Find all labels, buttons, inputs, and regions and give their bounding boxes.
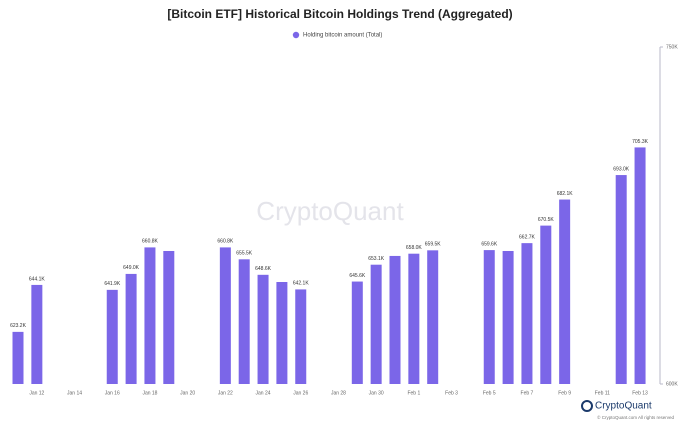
bar: [483, 250, 495, 384]
x-tick-label: Jan 14: [67, 390, 82, 396]
value-label: 644.1K: [29, 276, 46, 282]
bar: [219, 247, 231, 384]
y-tick-label: 750K: [666, 44, 678, 50]
value-label: 648.6K: [255, 266, 272, 272]
x-tick-label: Feb 9: [558, 390, 571, 396]
value-label: 662.7K: [519, 234, 536, 240]
bar: [389, 255, 401, 384]
logo-text: CryptoQuant: [595, 401, 652, 412]
bar: [634, 147, 646, 384]
copyright: © CryptoQuant.com All rights reserved: [597, 414, 674, 420]
bar: [559, 199, 571, 384]
logo-icon: [581, 400, 593, 412]
bar: [521, 243, 533, 384]
y-tick-label: 600K: [666, 381, 678, 387]
x-tick-label: Feb 1: [407, 390, 420, 396]
x-tick-label: Feb 5: [483, 390, 496, 396]
bar: [163, 250, 175, 384]
bar: [370, 264, 382, 384]
bar: [540, 225, 552, 384]
bar: [257, 274, 269, 384]
watermark: CryptoQuant: [256, 196, 404, 226]
value-label: 641.9K: [104, 281, 121, 287]
bar: [351, 281, 363, 384]
x-tick-label: Jan 18: [142, 390, 157, 396]
x-tick-label: Jan 12: [29, 390, 44, 396]
bar: [502, 250, 514, 384]
legend-marker: [292, 31, 300, 39]
x-tick-label: Feb 7: [521, 390, 534, 396]
value-label: 645.6K: [349, 273, 366, 279]
value-label: 660.8K: [142, 239, 159, 245]
x-tick-label: Jan 16: [105, 390, 120, 396]
value-label: 670.5K: [538, 217, 555, 223]
x-tick-label: Feb 3: [445, 390, 458, 396]
x-tick-label: Jan 26: [293, 390, 308, 396]
x-tick-label: Jan 20: [180, 390, 195, 396]
x-tick-label: Jan 22: [218, 390, 233, 396]
value-label: 705.3K: [632, 139, 649, 145]
bar: [408, 253, 420, 384]
value-label: 659.5K: [425, 242, 442, 248]
value-label: 658.0K: [406, 245, 423, 251]
bar: [427, 250, 439, 384]
bar: [12, 331, 24, 384]
bar: [144, 247, 156, 384]
x-tick-label: Jan 30: [369, 390, 384, 396]
value-label: 653.1K: [368, 256, 385, 262]
legend-label: Holding bitcoin amount (Total): [303, 33, 382, 39]
x-tick-label: Jan 28: [331, 390, 346, 396]
value-label: 660.8K: [217, 239, 234, 245]
chart-title: [Bitcoin ETF] Historical Bitcoin Holding…: [167, 7, 512, 21]
value-label: 682.1K: [557, 191, 574, 197]
bar: [295, 289, 307, 384]
x-tick-label: Jan 24: [256, 390, 271, 396]
x-tick-label: Feb 11: [595, 390, 610, 396]
value-label: 642.1K: [293, 281, 310, 287]
bar: [276, 282, 288, 384]
value-label: 659.6K: [481, 241, 498, 247]
value-label: 655.5K: [236, 251, 253, 257]
value-label: 649.0K: [123, 265, 140, 271]
x-tick-label: Feb 13: [632, 390, 648, 396]
bar: [106, 289, 118, 384]
bar: [125, 273, 137, 384]
bar: [615, 175, 627, 384]
bar: [31, 284, 43, 384]
value-label: 693.0K: [613, 166, 630, 172]
value-label: 623.2K: [10, 323, 27, 329]
bar: [238, 259, 250, 384]
